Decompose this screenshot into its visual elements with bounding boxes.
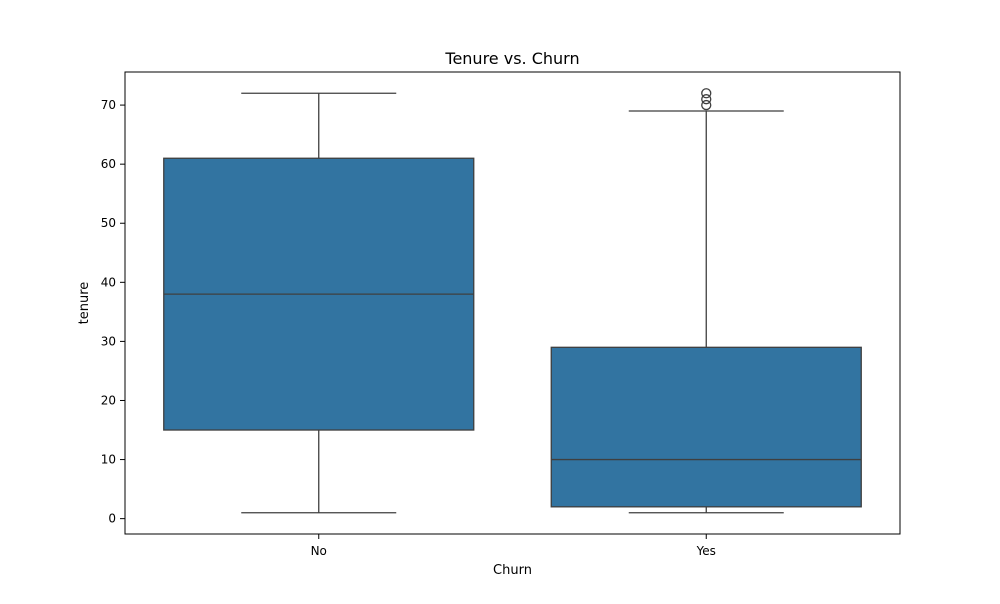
y-tick-label: 70 — [101, 98, 116, 112]
x-axis-label: Churn — [493, 563, 532, 578]
chart-title: Tenure vs. Churn — [444, 49, 579, 68]
y-tick-label: 10 — [101, 453, 116, 467]
outlier-point-yes-0 — [701, 99, 712, 111]
y-tick-label: 60 — [101, 157, 116, 171]
y-tick-label: 0 — [108, 512, 116, 526]
y-axis-label: tenure — [77, 282, 92, 325]
y-tick-label: 20 — [101, 393, 116, 407]
box-yes — [550, 346, 862, 508]
plot-frame — [124, 71, 901, 535]
x-tick-label: No — [311, 544, 327, 558]
x-tick-label: Yes — [696, 544, 716, 558]
outlier-point-yes-1 — [701, 94, 712, 105]
y-tick-label: 50 — [101, 216, 116, 230]
plot-area: 0 10 20 30 40 50 60 70 No Yes — [101, 71, 901, 558]
y-tick-label: 40 — [101, 275, 116, 289]
y-tick-label: 30 — [101, 334, 116, 348]
outlier-point-yes-2 — [701, 88, 712, 99]
